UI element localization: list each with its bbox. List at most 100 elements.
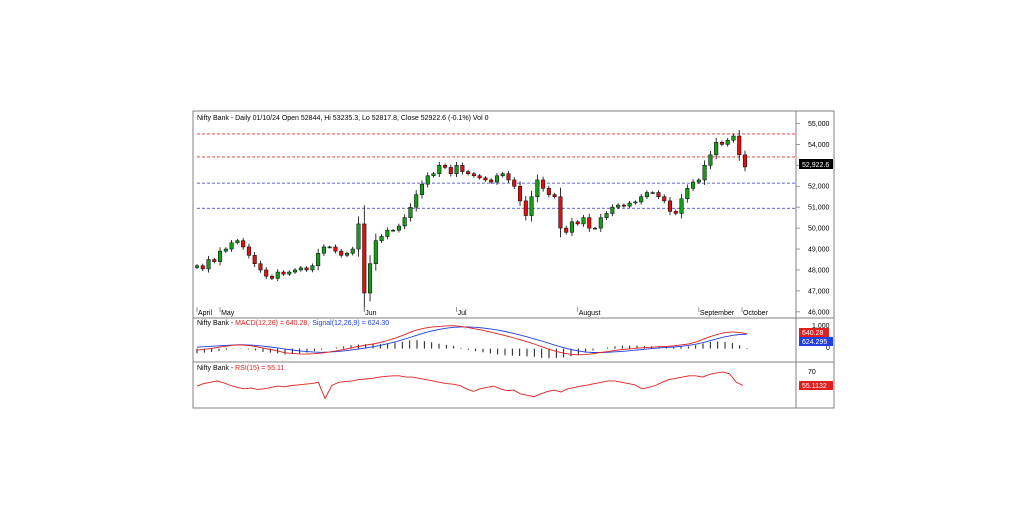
candle-body (275, 271, 280, 279)
last-price-tag-text: 52,922.6 (802, 162, 829, 169)
candle (691, 179, 696, 192)
candle-body (212, 259, 217, 262)
candle-body (223, 248, 228, 252)
signal-line (196, 326, 748, 353)
candle-body (246, 246, 251, 256)
candle (333, 244, 338, 254)
candle-body (523, 200, 528, 216)
candle (523, 195, 528, 221)
candle (362, 205, 367, 312)
month-label: May (221, 310, 235, 317)
candle (494, 172, 499, 185)
candle (350, 246, 355, 256)
price-tick-label: 49,000 (808, 247, 830, 254)
macd-label: MACD(12,26) = 640.28, (235, 320, 309, 327)
candle-body (310, 265, 315, 271)
candle-body (327, 246, 332, 249)
candle (639, 194, 644, 205)
candle-body (466, 171, 471, 174)
candle (223, 247, 228, 253)
candle (650, 191, 655, 194)
month-label: Jul (458, 310, 467, 317)
candle-body (616, 204, 621, 208)
candle (500, 171, 505, 178)
candle (489, 178, 494, 184)
candle-body (679, 198, 684, 214)
candle (529, 190, 534, 222)
candle-body (564, 227, 569, 233)
candle-body (460, 165, 465, 172)
last-price-tag-bg (799, 159, 833, 169)
candle (414, 190, 419, 212)
candle (541, 176, 546, 192)
candle-body (506, 173, 511, 181)
candle (304, 266, 309, 272)
candle-body (558, 196, 563, 229)
macd-line (196, 325, 748, 356)
candle (518, 181, 523, 206)
price-panel: Nifty Bank - Daily 01/10/24 Open 52844, … (193, 111, 834, 319)
candle-body (604, 213, 609, 218)
candle (702, 160, 707, 185)
rsi-panel: Nifty Bank - RSI(15) = 55.11 70 55.1132 (196, 362, 833, 408)
candle-body (437, 165, 442, 174)
candle-body (333, 246, 338, 252)
candle-body (719, 142, 724, 145)
candle (316, 248, 321, 271)
candle-body (587, 217, 592, 229)
rsi-title-prefix: Nifty Bank - (197, 365, 235, 372)
candle (506, 170, 511, 183)
candle-body (708, 154, 713, 166)
candle-body (673, 211, 678, 214)
macd-value-tag-bg (799, 328, 829, 337)
candle-body (241, 240, 246, 248)
candle (731, 133, 736, 143)
last-price-tag: 52,922.6 (799, 159, 833, 169)
candle (696, 178, 701, 184)
candle (419, 180, 424, 199)
candle (194, 264, 200, 270)
candle (258, 260, 263, 273)
price-tick-label: 54,000 (808, 142, 830, 149)
candle-body (252, 255, 257, 264)
candle-body (368, 263, 373, 294)
candle-body (529, 196, 534, 216)
candle (460, 162, 465, 175)
candle (546, 185, 551, 198)
candle-body (402, 217, 407, 227)
candle (425, 172, 430, 188)
candle-body (667, 200, 673, 212)
rsi-value-tag-bg (799, 381, 833, 390)
candle-body (396, 225, 401, 231)
candle-body (373, 240, 378, 264)
candle-body (414, 194, 419, 208)
candle (667, 197, 673, 216)
candle (339, 248, 344, 258)
candle-body (362, 223, 367, 294)
candle (437, 161, 442, 178)
macd-histogram (196, 340, 748, 359)
candle-body (593, 227, 598, 230)
candle (662, 194, 667, 204)
candle (644, 190, 649, 200)
candle (269, 274, 275, 281)
candle-body (489, 179, 494, 183)
price-tick-label: 47,000 (808, 288, 830, 295)
candle-body (621, 204, 626, 207)
candle-body (518, 185, 523, 202)
candle (656, 190, 661, 200)
candle (287, 270, 292, 276)
candle-body (293, 269, 298, 273)
candle (246, 243, 251, 259)
candle-body (650, 192, 655, 194)
candle (396, 223, 401, 233)
candle (402, 214, 407, 230)
price-tick-label: 46,000 (808, 309, 830, 316)
candle (719, 140, 724, 147)
candle (679, 193, 684, 219)
candle-body (691, 181, 696, 189)
signal-value-tag: 624.295 (799, 337, 833, 346)
candle (593, 226, 598, 230)
rsi-line (196, 371, 744, 400)
candle (344, 251, 349, 258)
